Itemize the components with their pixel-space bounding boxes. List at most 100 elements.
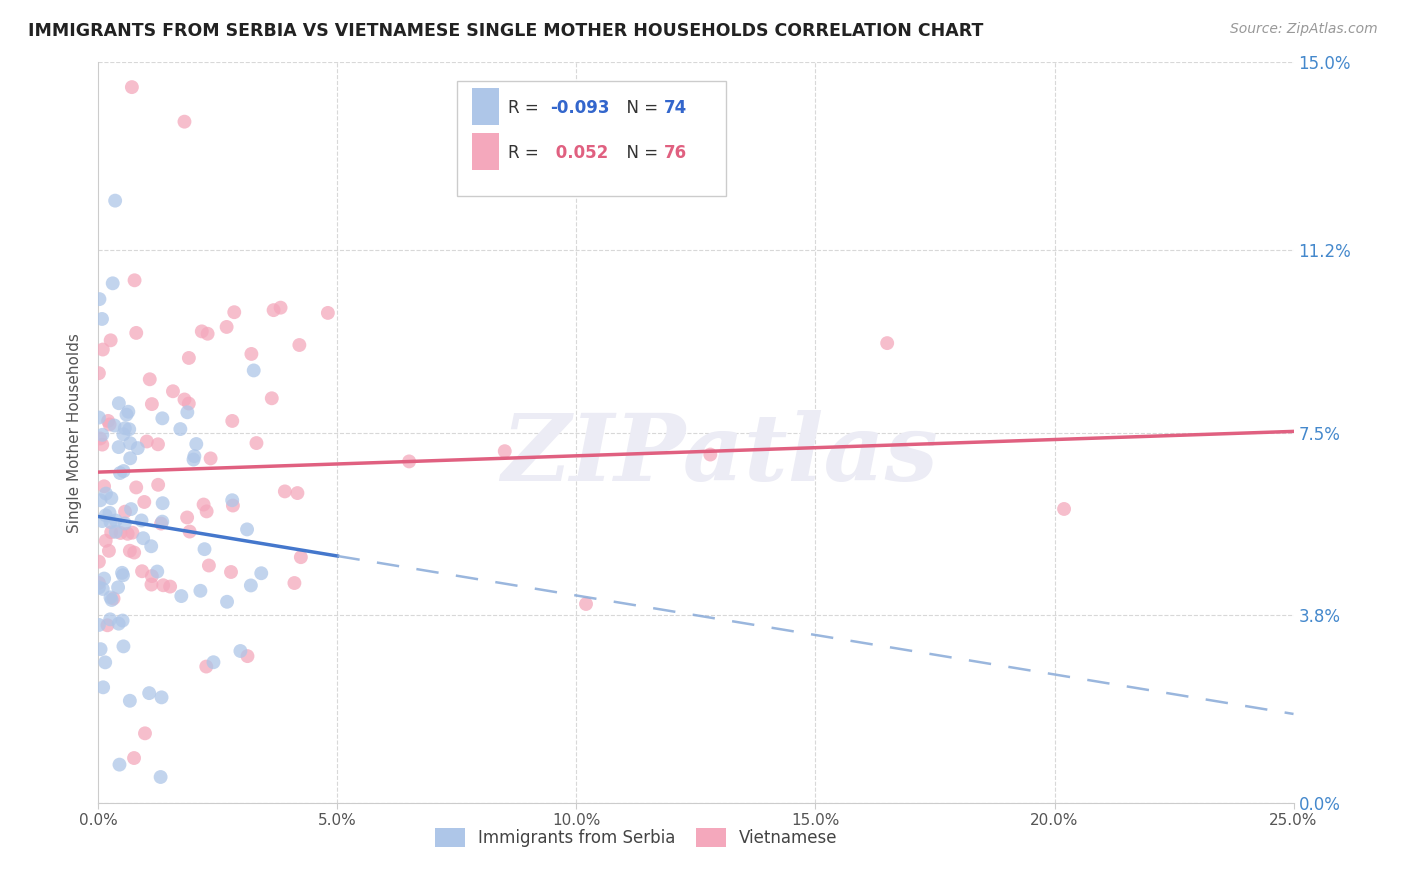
Point [139,372,162,386]
Point [131,513,153,527]
Point [100,491,122,506]
Point [120,502,142,516]
FancyBboxPatch shape [472,88,499,126]
Point [195,504,218,518]
Point [87,581,110,595]
Text: 76: 76 [664,144,686,161]
Point [87,555,110,569]
Point [240,347,263,361]
Point [94,486,117,500]
Point [195,659,218,673]
Point [112,640,135,654]
Point [193,498,215,512]
Point [87,576,110,591]
Point [287,486,309,500]
Point [132,531,155,545]
Text: -0.093: -0.093 [550,99,610,118]
Point [290,550,312,565]
Point [117,405,139,419]
Point [121,525,143,540]
Point [120,451,142,466]
Text: ZIPatlas: ZIPatlas [502,409,938,500]
Text: N =: N = [616,144,664,161]
Point [98,417,121,432]
FancyBboxPatch shape [472,133,499,169]
Point [141,577,163,591]
Point [122,545,145,559]
Point [274,484,297,499]
Point [197,326,219,341]
Point [170,589,193,603]
Point [97,414,120,428]
Point [100,525,122,540]
Point [150,690,173,705]
Point [236,522,259,536]
Point [111,566,134,580]
Text: N =: N = [616,99,664,118]
Point [91,312,114,326]
Point [125,480,148,494]
Point [1053,502,1076,516]
Text: IMMIGRANTS FROM SERBIA VS VIETNAMESE SINGLE MOTHER HOUSEHOLDS CORRELATION CHART: IMMIGRANTS FROM SERBIA VS VIETNAMESE SIN… [28,22,983,40]
Y-axis label: Single Mother Households: Single Mother Households [67,333,83,533]
Point [224,305,246,319]
Point [87,618,110,632]
Point [120,436,142,450]
Point [135,434,157,449]
Point [91,343,114,357]
Point [94,508,117,523]
Legend: Immigrants from Serbia, Vietnamese: Immigrants from Serbia, Vietnamese [429,822,844,854]
Point [162,384,184,399]
Point [149,770,172,784]
Point [100,515,122,529]
Point [121,80,143,95]
Point [134,726,156,740]
Point [91,681,114,695]
Point [183,449,205,463]
Point [104,194,127,208]
Point [316,306,339,320]
Point [91,514,114,528]
FancyBboxPatch shape [457,81,725,195]
Point [245,436,267,450]
Point [114,505,136,519]
Point [104,513,127,527]
Point [98,612,121,626]
Point [159,580,181,594]
Point [104,524,127,539]
Text: R =: R = [509,99,544,118]
Point [90,642,112,657]
Point [876,336,898,351]
Point [115,408,138,422]
Point [169,422,191,436]
Point [111,614,134,628]
Point [89,292,111,306]
Point [117,526,139,541]
Point [260,392,283,406]
Point [124,273,146,287]
Point [173,114,195,128]
Point [190,583,212,598]
Point [118,694,141,708]
Point [270,301,292,315]
Point [108,757,131,772]
Point [141,397,163,411]
Point [575,597,598,611]
Text: 74: 74 [664,99,688,118]
Point [93,572,115,586]
Point [107,440,129,454]
Point [283,576,305,591]
Point [100,593,122,607]
Point [91,437,114,451]
Point [263,303,285,318]
Point [94,656,117,670]
Point [125,326,148,340]
Point [183,452,205,467]
Text: 0.052: 0.052 [550,144,609,161]
Point [108,466,131,480]
Point [141,539,163,553]
Point [198,558,221,573]
Point [177,396,200,410]
Point [103,591,125,606]
Point [138,686,160,700]
